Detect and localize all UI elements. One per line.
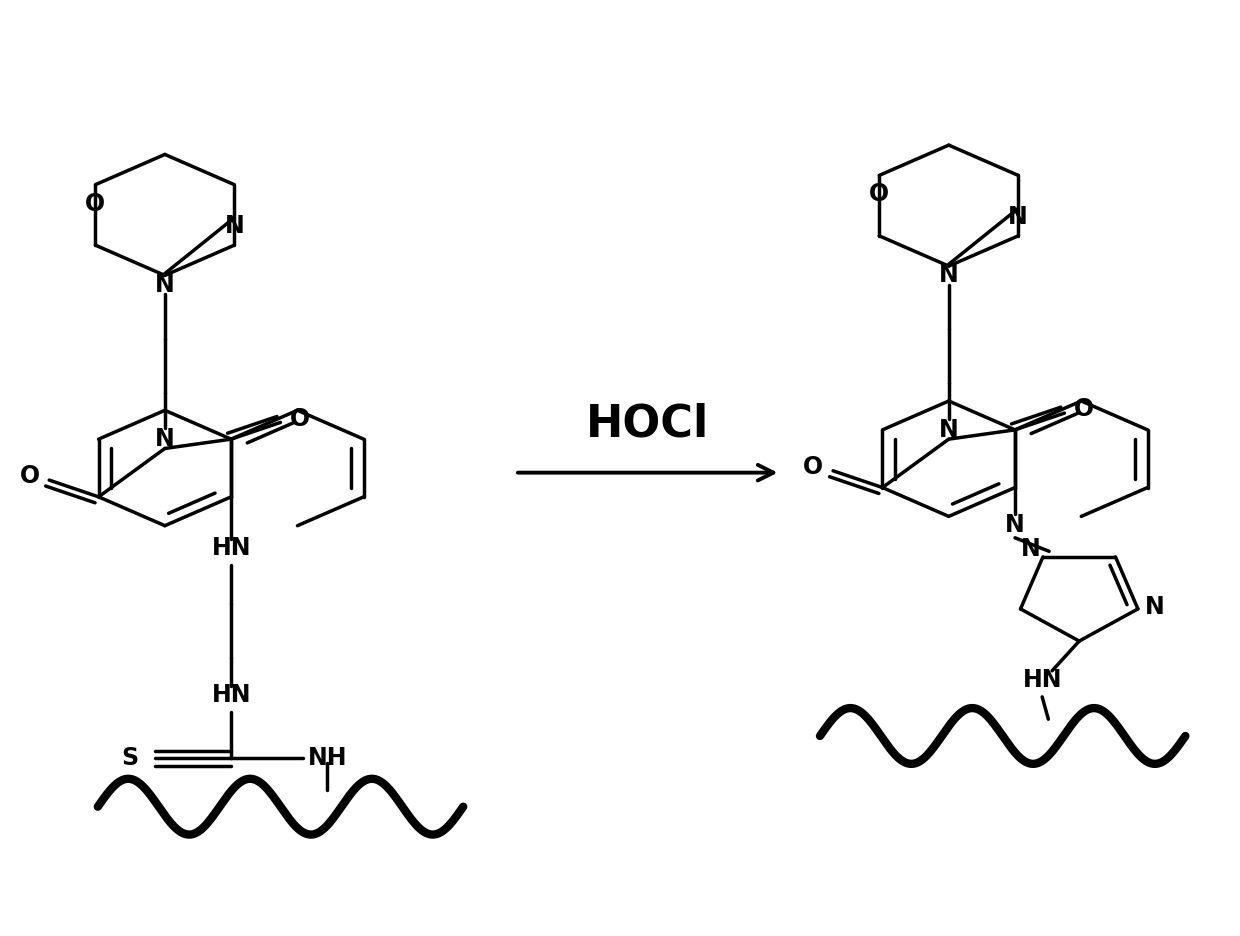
Text: S: S xyxy=(122,746,139,770)
Text: N: N xyxy=(155,427,175,451)
Text: HOCl: HOCl xyxy=(587,402,709,446)
Text: O: O xyxy=(1074,398,1094,421)
Text: O: O xyxy=(290,406,310,431)
Text: N: N xyxy=(224,214,244,238)
Text: N: N xyxy=(1006,513,1025,536)
Text: O: O xyxy=(20,464,40,489)
Text: N: N xyxy=(939,417,959,442)
Text: N: N xyxy=(1146,595,1166,619)
Text: N: N xyxy=(939,263,959,287)
Text: O: O xyxy=(804,455,823,479)
Text: N: N xyxy=(1021,537,1040,562)
Text: HN: HN xyxy=(1023,668,1061,692)
Text: HN: HN xyxy=(211,683,250,707)
Text: NH: NH xyxy=(308,746,347,770)
Text: N: N xyxy=(1008,205,1028,228)
Text: O: O xyxy=(869,183,889,207)
Text: HN: HN xyxy=(211,536,250,560)
Text: O: O xyxy=(86,192,105,216)
Text: N: N xyxy=(155,272,175,297)
